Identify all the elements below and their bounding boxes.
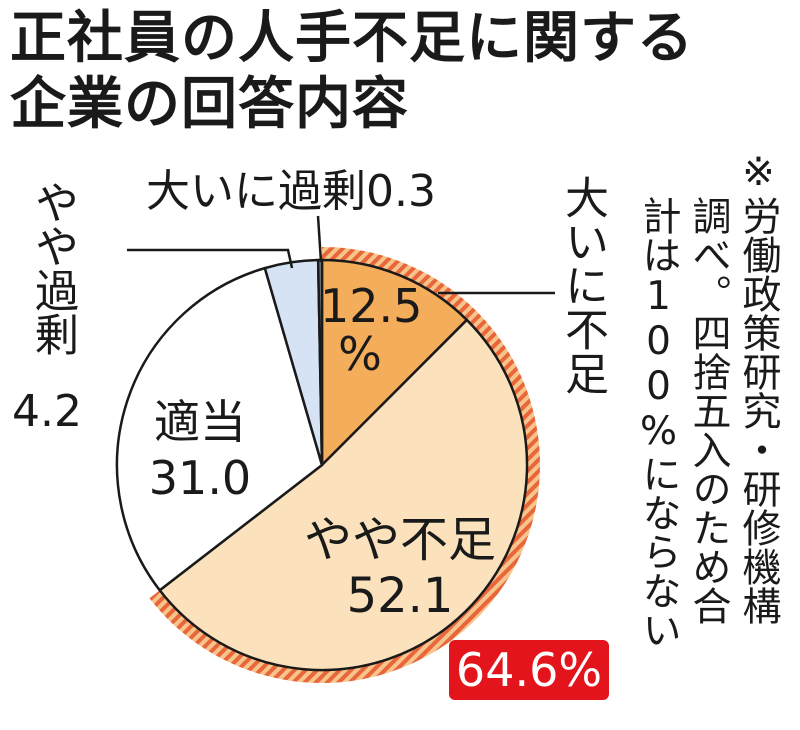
slice-label-appropriate: 適当 31.0 (148, 395, 252, 505)
slice-value-slight-excess: 4.2 (12, 386, 82, 437)
slice-appropriate (115, 266, 324, 592)
slice-slight-shortage (158, 318, 529, 672)
leader-line-slight-excess (127, 248, 294, 269)
percent-sign: % (338, 327, 382, 381)
title-line-2: 企業の回答内容 (10, 72, 409, 137)
leader-line-great-excess (316, 215, 323, 263)
slice-label-great-excess: 大いに過剰0.3 (146, 166, 436, 217)
source-note-col-3: 調べ。四捨五入のため合 (686, 196, 731, 625)
chart-title: 正社員の人手不足に関する 企業の回答内容 (10, 6, 790, 138)
slice-label-slight-shortage: やや不足 52.1 (303, 512, 496, 624)
title-line-1: 正社員の人手不足に関する (10, 6, 694, 71)
source-note-col-2: 労働政策研究・研修機構 (736, 196, 781, 625)
shortage-total-badge: 64.6% (449, 640, 609, 700)
slice-name-slight-excess: やや過剰 (27, 180, 78, 356)
slice-name-great-shortage: 大いに不足 (557, 175, 608, 395)
source-note-col-1: ※ (736, 150, 781, 195)
source-note-col-4: 計は100%にならない (636, 196, 681, 649)
slice-great-shortage (320, 258, 469, 467)
slice-label-great-shortage: 12.5 % (320, 279, 423, 381)
